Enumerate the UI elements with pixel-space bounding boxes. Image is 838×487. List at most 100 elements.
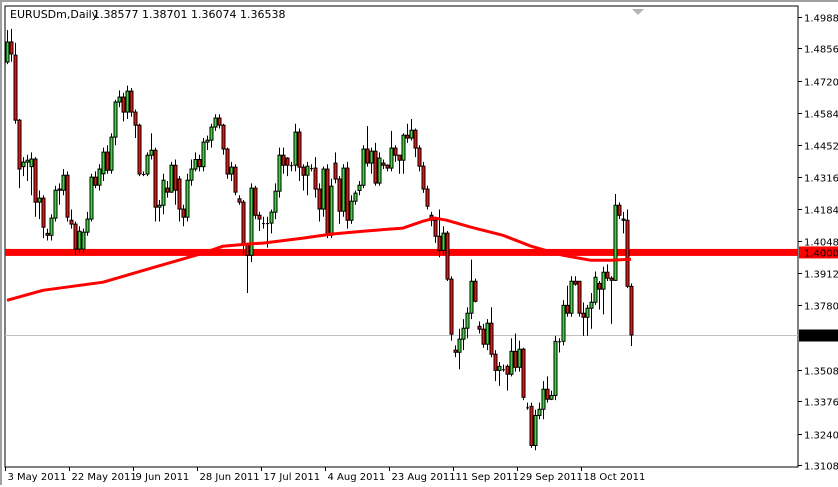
candle xyxy=(321,166,326,217)
candle xyxy=(33,157,38,217)
candle xyxy=(345,161,350,229)
candle-body-bull xyxy=(161,179,166,206)
price-tick-label: 1.37800 xyxy=(804,302,838,313)
date-tick-label: 28 Jun 2011 xyxy=(200,472,260,483)
candle xyxy=(405,123,410,143)
candle xyxy=(125,85,130,119)
candle-body-bear xyxy=(481,328,486,345)
candle-body-bull xyxy=(305,165,310,176)
price-axis[interactable]: 1.49880 1.48560 1.47200 1.45840 1.44520 1.431… xyxy=(798,14,838,473)
candle xyxy=(409,118,414,141)
candle xyxy=(117,90,122,108)
candle xyxy=(505,364,510,391)
candle xyxy=(277,147,282,198)
candle xyxy=(17,118,22,189)
candle-body-bear xyxy=(217,117,222,126)
price-tick-label: 1.35080 xyxy=(804,367,838,378)
candle-body-bull xyxy=(77,230,82,250)
candle xyxy=(181,204,186,227)
candle xyxy=(361,145,366,189)
candle xyxy=(533,409,538,451)
candle-body-bear xyxy=(413,129,418,149)
candle-body-bull xyxy=(601,271,606,290)
candle-body-bear xyxy=(333,162,338,180)
date-tick-label: 23 Aug 2011 xyxy=(392,472,456,483)
candle xyxy=(193,152,198,172)
candle-body-bull xyxy=(441,232,446,251)
candle-body-bull xyxy=(249,187,254,256)
candle-body-bear xyxy=(121,96,126,113)
date-tick-label: 22 May 2011 xyxy=(72,472,137,483)
candle-body-bear xyxy=(629,285,634,336)
candle-body-bull xyxy=(369,150,374,164)
candle-body-bear xyxy=(33,158,38,203)
candle xyxy=(229,161,234,181)
bid-price-label-bg xyxy=(799,329,838,342)
candle-body-bull xyxy=(465,312,470,329)
candle-body-bear xyxy=(573,280,578,285)
candle-body-bull xyxy=(85,218,90,233)
candle-body-bull xyxy=(5,41,10,63)
candle-body-bull xyxy=(89,176,94,220)
horizontal-level-line[interactable] xyxy=(5,248,798,256)
candle xyxy=(53,185,58,222)
level-price-label-bg xyxy=(799,246,838,259)
candle-body-bear xyxy=(105,151,110,171)
candle-body-bull xyxy=(101,151,106,175)
candle-body-bear xyxy=(477,325,482,330)
candle xyxy=(57,183,62,205)
candle-body-bear xyxy=(577,280,582,314)
candle-body-bull xyxy=(389,147,394,169)
candle xyxy=(441,226,446,255)
candle-body-bull xyxy=(53,189,58,219)
candle xyxy=(290,161,293,172)
candle xyxy=(477,321,482,334)
candle xyxy=(225,147,230,179)
candle xyxy=(285,157,290,177)
candle xyxy=(617,202,622,220)
candle xyxy=(625,209,630,289)
candle xyxy=(526,402,529,410)
candle-body-bear xyxy=(605,271,610,279)
candle-body-bear xyxy=(473,280,478,302)
candle xyxy=(253,185,258,220)
candle xyxy=(485,319,490,351)
candle xyxy=(553,335,558,401)
candle-body-bull xyxy=(25,159,30,163)
candle-body-bear xyxy=(45,232,50,236)
candle xyxy=(201,138,206,172)
candle xyxy=(541,381,546,420)
candle-body-bull xyxy=(229,166,234,175)
candle-body-bear xyxy=(13,54,18,121)
candle xyxy=(45,228,50,241)
shift-marker-icon[interactable] xyxy=(632,9,644,15)
candle-body-bear xyxy=(345,167,350,221)
candle-body-bear xyxy=(373,150,378,184)
candles xyxy=(5,28,634,451)
candle xyxy=(461,319,466,351)
date-tick-label: 11 Sep 2011 xyxy=(456,472,519,483)
candle xyxy=(561,300,566,346)
candle-body-bull xyxy=(169,164,174,193)
candle xyxy=(305,161,310,196)
candle xyxy=(149,133,154,160)
candle-body-bull xyxy=(357,184,362,191)
candle-body-bear xyxy=(425,188,430,207)
candle-body-bull xyxy=(497,365,502,371)
candle-body-bull xyxy=(37,197,42,203)
candle-body-bear xyxy=(337,178,342,212)
candle xyxy=(457,328,462,370)
candle-body-bear xyxy=(397,154,402,161)
price-tick-label: 1.32400 xyxy=(804,431,838,442)
candle-body-bear xyxy=(565,304,570,314)
candle xyxy=(337,176,342,224)
candle-body-bull xyxy=(593,276,598,303)
candle xyxy=(249,183,254,262)
candle-body-bear xyxy=(285,157,290,166)
price-tick-label: 1.39120 xyxy=(804,270,838,281)
candle-body-bear xyxy=(137,124,142,175)
candle-body-bear xyxy=(281,154,286,166)
